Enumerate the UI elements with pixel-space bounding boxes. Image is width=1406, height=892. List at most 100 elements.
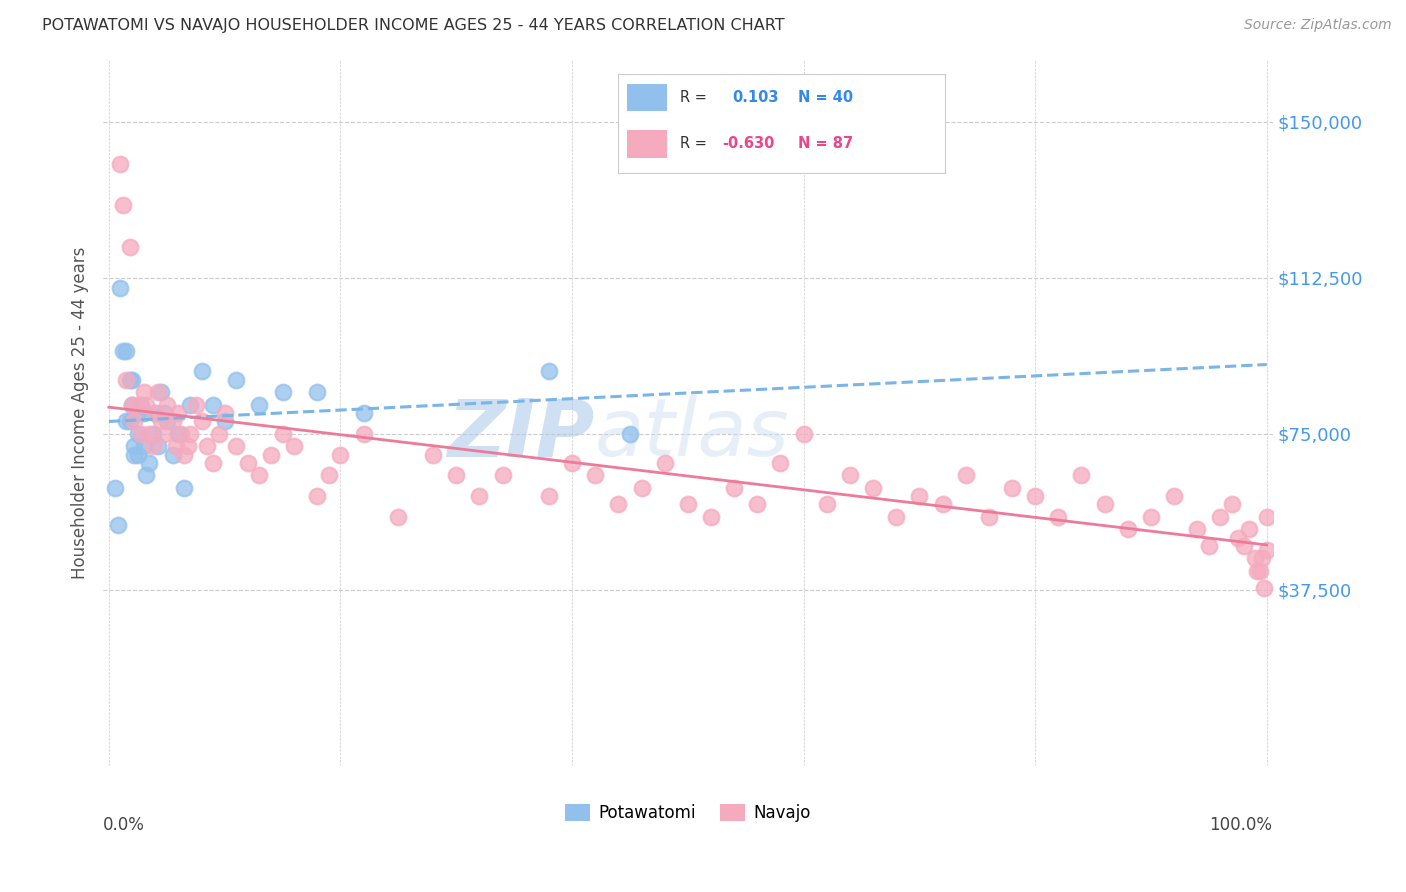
Point <box>153 406 176 420</box>
Point <box>195 439 218 453</box>
Point <box>908 489 931 503</box>
Point <box>107 518 129 533</box>
Point <box>146 439 169 453</box>
Point <box>1116 522 1139 536</box>
Point <box>1256 509 1278 524</box>
Point <box>1256 543 1278 558</box>
Point <box>537 489 560 503</box>
Point <box>1047 509 1070 524</box>
Point <box>1198 539 1220 553</box>
Point <box>179 398 201 412</box>
Point <box>121 398 143 412</box>
Point <box>1239 522 1261 536</box>
Point <box>862 481 884 495</box>
Point <box>1251 551 1274 566</box>
Text: Source: ZipAtlas.com: Source: ZipAtlas.com <box>1244 18 1392 32</box>
Point <box>132 406 155 420</box>
Point <box>1163 489 1185 503</box>
Point <box>115 414 138 428</box>
Point <box>1187 522 1209 536</box>
Point <box>329 448 352 462</box>
Point <box>143 406 166 420</box>
Point <box>202 398 225 412</box>
Point <box>167 426 190 441</box>
Point <box>561 456 583 470</box>
Point <box>1232 539 1254 553</box>
Point <box>607 497 630 511</box>
Point <box>422 448 444 462</box>
Point <box>135 468 157 483</box>
Point <box>124 439 146 453</box>
Point <box>132 439 155 453</box>
Text: ZIP: ZIP <box>447 395 595 473</box>
Point <box>815 497 838 511</box>
Point <box>121 398 143 412</box>
Point <box>353 406 375 420</box>
Point <box>184 398 207 412</box>
Point <box>387 509 409 524</box>
Point <box>214 406 236 420</box>
Point <box>165 439 187 453</box>
Point <box>1249 564 1271 578</box>
Point <box>143 406 166 420</box>
Point <box>271 385 294 400</box>
Point <box>1246 564 1268 578</box>
Point <box>156 414 179 428</box>
Point <box>446 468 468 483</box>
Point <box>491 468 513 483</box>
Point <box>249 398 271 412</box>
Point <box>118 373 141 387</box>
Point <box>131 426 153 441</box>
Point <box>173 481 195 495</box>
Point <box>955 468 977 483</box>
Point <box>115 373 138 387</box>
Point <box>124 448 146 462</box>
Point <box>1253 581 1275 595</box>
Point <box>176 439 198 453</box>
Point <box>214 414 236 428</box>
Point <box>1140 509 1163 524</box>
Point <box>142 439 165 453</box>
Text: 0.0%: 0.0% <box>103 816 145 834</box>
Point <box>190 414 212 428</box>
Point <box>131 398 153 412</box>
Text: atlas: atlas <box>595 395 789 473</box>
Point <box>118 240 141 254</box>
Point <box>170 426 193 441</box>
Point <box>260 448 283 462</box>
Point <box>225 439 247 453</box>
Point <box>468 489 491 503</box>
Point <box>249 468 271 483</box>
Point <box>654 456 676 470</box>
Point <box>111 343 134 358</box>
Point <box>884 509 907 524</box>
Point <box>162 448 184 462</box>
Point <box>747 497 769 511</box>
Point <box>190 364 212 378</box>
Text: POTAWATOMI VS NAVAJO HOUSEHOLDER INCOME AGES 25 - 44 YEARS CORRELATION CHART: POTAWATOMI VS NAVAJO HOUSEHOLDER INCOME … <box>42 18 785 33</box>
Point <box>1209 509 1232 524</box>
Point <box>1070 468 1092 483</box>
Point <box>225 373 247 387</box>
Point <box>318 468 340 483</box>
Point <box>1024 489 1046 503</box>
Point <box>146 385 169 400</box>
Point <box>127 426 149 441</box>
Point <box>111 198 134 212</box>
Text: 100.0%: 100.0% <box>1209 816 1272 834</box>
Point <box>583 468 606 483</box>
Point <box>127 406 149 420</box>
Point <box>208 426 231 441</box>
Point <box>115 343 138 358</box>
Point <box>700 509 723 524</box>
Point <box>135 398 157 412</box>
Point <box>127 398 149 412</box>
Point <box>167 406 190 420</box>
Point <box>202 456 225 470</box>
Point <box>931 497 953 511</box>
Point <box>307 385 329 400</box>
Point <box>723 481 745 495</box>
Point <box>150 385 173 400</box>
Point <box>676 497 699 511</box>
Point <box>104 481 127 495</box>
